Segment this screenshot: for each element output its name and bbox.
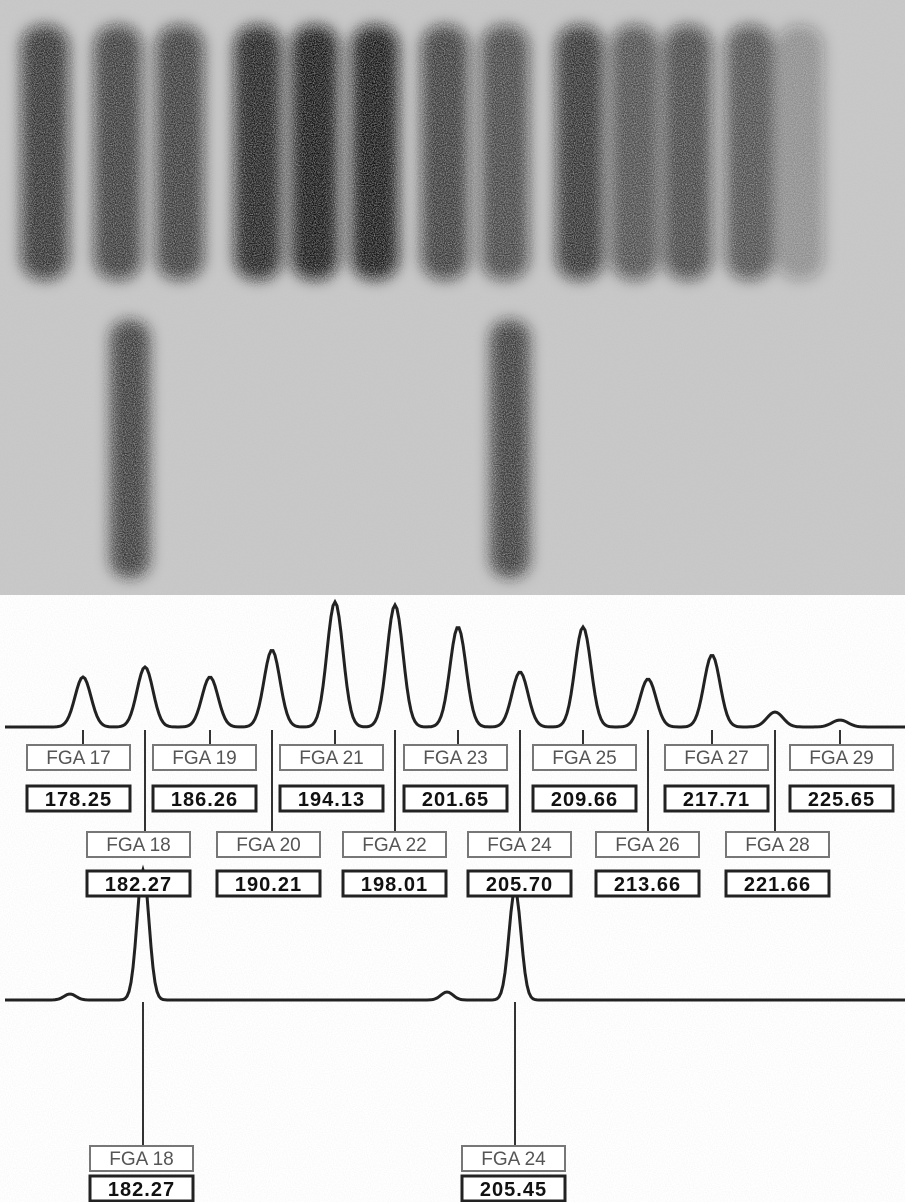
size-label: 186.26 <box>171 789 238 811</box>
allele-label: FGA 21 <box>299 748 363 769</box>
allele-label: FGA 22 <box>362 835 426 856</box>
allele-label: FGA 17 <box>46 748 110 769</box>
allele-label: FGA 18 <box>109 1149 173 1170</box>
figure: FGA 17 178.25 FGA 18 182.27 FGA 19 186.26 FGA … <box>0 0 905 1202</box>
allele-label: FGA 24 <box>487 835 552 856</box>
allele-label: FGA 23 <box>423 748 487 769</box>
allele-label: FGA 18 <box>106 835 170 856</box>
allele-label: FGA 27 <box>684 748 748 769</box>
allele-label: FGA 28 <box>745 835 809 856</box>
allele-label: FGA 24 <box>481 1149 546 1170</box>
size-label: 221.66 <box>744 874 811 896</box>
gel-grain <box>0 0 905 595</box>
allele-label: FGA 26 <box>615 835 679 856</box>
size-label: 217.71 <box>683 789 750 811</box>
size-label: 182.27 <box>105 874 172 896</box>
size-label: 178.25 <box>45 789 112 811</box>
size-label: 205.70 <box>486 874 553 896</box>
size-label: 205.45 <box>480 1179 547 1201</box>
allele-label: FGA 20 <box>236 835 300 856</box>
allele-label: FGA 29 <box>809 748 873 769</box>
size-label: 213.66 <box>614 874 681 896</box>
size-label: 209.66 <box>551 789 618 811</box>
size-label: 201.65 <box>422 789 489 811</box>
paper-grain <box>0 595 905 1202</box>
size-label: 190.21 <box>235 874 302 896</box>
size-label: 194.13 <box>298 789 365 811</box>
allele-label: FGA 19 <box>172 748 236 769</box>
size-label: 182.27 <box>108 1179 175 1201</box>
size-label: 198.01 <box>361 874 428 896</box>
size-label: 225.65 <box>808 789 875 811</box>
allele-label: FGA 25 <box>552 748 616 769</box>
